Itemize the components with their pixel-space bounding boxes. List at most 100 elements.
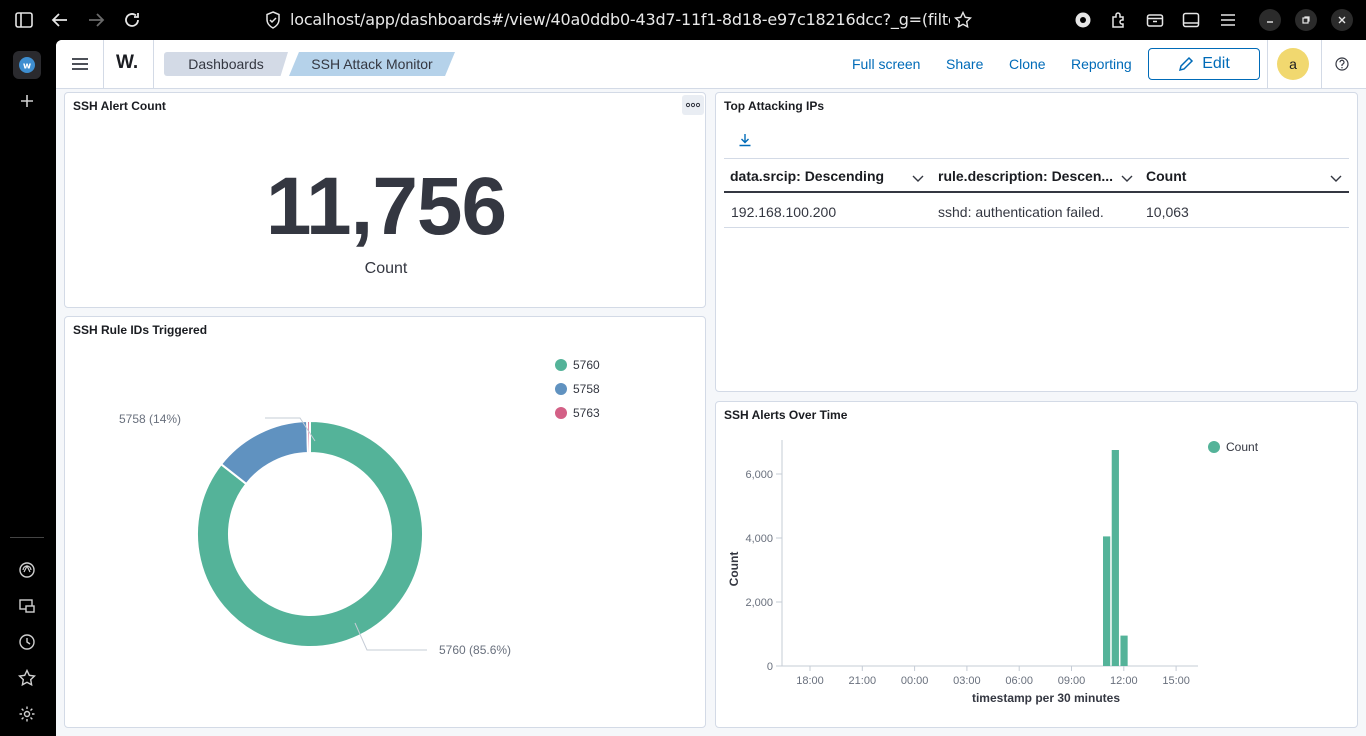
- metric-value: 11,756: [265, 161, 507, 252]
- breadcrumb-label: SSH Attack Monitor: [311, 56, 433, 72]
- dashboard-app: W. Dashboards SSH Attack Monitor Full sc…: [56, 40, 1366, 736]
- donut-slice-5763[interactable]: [306, 419, 311, 455]
- ai-chatbot-icon[interactable]: [17, 560, 37, 580]
- shield-icon[interactable]: [262, 9, 284, 31]
- browser-sidebar: w: [0, 40, 56, 736]
- legend-item-5763[interactable]: 5763: [555, 401, 600, 425]
- wazuh-tab-icon[interactable]: w: [13, 51, 41, 79]
- table-header-row: data.srcip: Descending rule.description:…: [724, 159, 1349, 193]
- bar-11:30[interactable]: [1111, 450, 1119, 666]
- x-tick-label: 12:00: [1110, 675, 1138, 687]
- download-icon[interactable]: [738, 133, 752, 147]
- new-tab-plus-icon[interactable]: [17, 91, 37, 111]
- table-row[interactable]: 192.168.100.200 sshd: authentication fai…: [724, 194, 1349, 228]
- avatar[interactable]: a: [1277, 48, 1309, 80]
- synced-tabs-icon[interactable]: [17, 596, 37, 616]
- header-divider: [1267, 40, 1268, 88]
- sidebar-toggle-icon[interactable]: [13, 9, 35, 31]
- sidebar-divider: [10, 537, 44, 538]
- x-tick-label: 09:00: [1058, 675, 1086, 687]
- y-tick-label: 4,000: [745, 533, 773, 545]
- close-icon[interactable]: [1331, 9, 1353, 31]
- help-icon[interactable]: [1335, 57, 1349, 71]
- legend-label: 5760: [573, 358, 600, 372]
- column-header-srcip[interactable]: data.srcip: Descending: [730, 168, 885, 184]
- browser-toolbar: localhost/app/dashboards#/view/40a0ddb0-…: [0, 0, 1366, 40]
- pencil-icon: [1179, 56, 1194, 72]
- url-bar[interactable]: localhost/app/dashboards#/view/40a0ddb0-…: [290, 10, 950, 29]
- x-tick-label: 03:00: [953, 675, 981, 687]
- panel-title: SSH Rule IDs Triggered: [73, 323, 208, 337]
- donut-slice-5758[interactable]: [219, 420, 309, 486]
- reader-view-icon[interactable]: [1180, 9, 1202, 31]
- panel-rule-ids[interactable]: SSH Rule IDs Triggered 5758 (14%) 5760 (…: [64, 316, 706, 728]
- back-icon[interactable]: [49, 9, 71, 31]
- minimize-icon[interactable]: [1259, 9, 1281, 31]
- bookmarks-star-icon[interactable]: [17, 668, 37, 688]
- metric-label: Count: [364, 260, 408, 277]
- panel-top-attacking-ips[interactable]: Top Attacking IPs data.srcip: Descending…: [715, 92, 1358, 392]
- reload-icon[interactable]: [121, 9, 143, 31]
- extension-record-icon[interactable]: [1072, 9, 1094, 31]
- legend-item-5760[interactable]: 5760: [555, 353, 600, 377]
- panel-alert-count[interactable]: SSH Alert Count 11,756 Count: [64, 92, 706, 308]
- legend-item-count[interactable]: Count: [1208, 440, 1258, 454]
- chevron-down-icon[interactable]: [1330, 170, 1342, 188]
- cell-rule: sshd: authentication failed.: [938, 204, 1104, 220]
- history-icon[interactable]: [17, 632, 37, 652]
- bar-chart: 0 2,000 4,000 6,000 18:00 21:00 00:00 03:00 06:0…: [745, 440, 1198, 687]
- column-header-count[interactable]: Count: [1146, 168, 1187, 184]
- logo-text: W.: [116, 52, 139, 73]
- forward-icon[interactable]: [85, 9, 107, 31]
- bar-12:00[interactable]: [1120, 635, 1128, 666]
- app-logo[interactable]: W.: [116, 52, 138, 74]
- share-link[interactable]: Share: [946, 56, 984, 72]
- reporting-link[interactable]: Reporting: [1071, 56, 1132, 72]
- cell-count: 10,063: [1146, 204, 1189, 220]
- donut-chart: 5758 (14%) 5760 (85.6%): [119, 412, 511, 657]
- panel-alerts-over-time[interactable]: SSH Alerts Over Time Count Count timesta…: [715, 401, 1358, 728]
- table-top-border: [724, 158, 1349, 159]
- bar-11:00[interactable]: [1103, 536, 1111, 666]
- hamburger-menu-icon[interactable]: [70, 54, 90, 74]
- donut-slice-5760[interactable]: [196, 419, 424, 648]
- breadcrumb-label: Dashboards: [188, 56, 264, 72]
- breadcrumb-dashboards[interactable]: Dashboards: [164, 52, 288, 76]
- cell-srcip: 192.168.100.200: [731, 204, 837, 220]
- y-tick-label: 6,000: [745, 469, 773, 481]
- extensions-icon[interactable]: [1108, 9, 1130, 31]
- chevron-down-icon[interactable]: [1121, 170, 1133, 188]
- x-axis-label: timestamp per 30 minutes: [716, 691, 1264, 705]
- panel-title: SSH Alert Count: [73, 99, 166, 113]
- column-header-rule[interactable]: rule.description: Descen...: [938, 168, 1114, 184]
- panel-options-icon[interactable]: [682, 95, 704, 115]
- menu-icon[interactable]: [1217, 9, 1239, 31]
- legend-dot: [555, 383, 567, 395]
- panel-title: Top Attacking IPs: [724, 99, 825, 113]
- chart-legend: 5760 5758 5763: [555, 353, 600, 425]
- svg-text:w: w: [23, 62, 31, 72]
- edit-button[interactable]: Edit: [1148, 48, 1260, 80]
- container-icon[interactable]: [1144, 9, 1166, 31]
- slice-label-5760: 5760 (85.6%): [439, 643, 511, 657]
- breadcrumb-current[interactable]: SSH Attack Monitor: [289, 52, 455, 76]
- x-axis-label-text: timestamp per 30 minutes: [971, 691, 1121, 705]
- x-tick-label: 06:00: [1005, 675, 1033, 687]
- x-tick-label: 18:00: [796, 675, 824, 687]
- panel-title: SSH Alerts Over Time: [724, 408, 848, 422]
- x-tick-label: 15:00: [1162, 675, 1190, 687]
- legend-item-5758[interactable]: 5758: [555, 377, 600, 401]
- clone-link[interactable]: Clone: [1009, 56, 1046, 72]
- avatar-initial: a: [1289, 56, 1297, 72]
- settings-gear-icon[interactable]: [17, 704, 37, 724]
- restore-icon[interactable]: [1295, 9, 1317, 31]
- bookmark-star-icon[interactable]: [952, 9, 974, 31]
- legend-dot: [555, 359, 567, 371]
- full-screen-link[interactable]: Full screen: [852, 56, 921, 72]
- x-tick-label: 21:00: [849, 675, 877, 687]
- y-tick-label: 0: [767, 661, 773, 673]
- slice-label-5758: 5758 (14%): [119, 412, 181, 426]
- edit-label: Edit: [1202, 55, 1230, 72]
- legend-dot: [555, 407, 567, 419]
- chevron-down-icon[interactable]: [912, 170, 924, 188]
